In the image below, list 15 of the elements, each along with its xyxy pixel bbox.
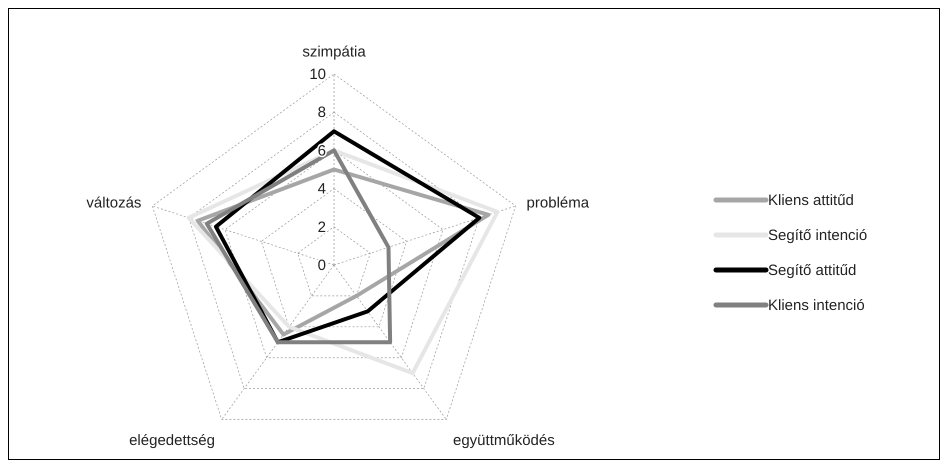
legend-label: Kliens intenció (768, 297, 865, 314)
y-tick-label: 2 (318, 218, 326, 236)
y-tick-label: 4 (318, 180, 326, 198)
legend-label: Segítő intenció (768, 227, 868, 244)
spoke-label: probléma (526, 194, 590, 212)
y-tick-label: 0 (318, 257, 326, 274)
y-tick-label: 8 (318, 104, 326, 122)
legend-label: Segítő attitűd (768, 262, 856, 279)
spoke-label: szimpátia (302, 44, 366, 61)
y-tick-label: 10 (309, 66, 326, 83)
legend-label: Kliens attitűd (768, 192, 854, 209)
spoke-label: változás (86, 194, 142, 212)
spoke-label: együttműködés (453, 432, 555, 449)
y-tick-label: 6 (318, 142, 326, 160)
spoke-label: elégedettség (129, 432, 215, 449)
